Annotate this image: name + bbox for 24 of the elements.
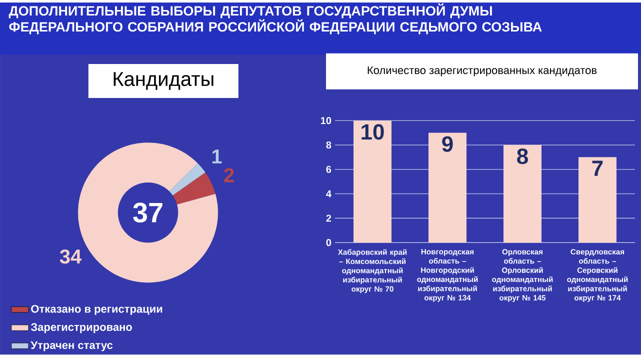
legend-label: Зарегистрировано bbox=[30, 323, 132, 334]
y-tick-label: 4 bbox=[326, 190, 332, 198]
data-label: 34 bbox=[60, 250, 82, 264]
legend-label: Отказано в регистрации bbox=[31, 305, 162, 316]
data-label: 1 bbox=[212, 150, 222, 164]
bar bbox=[578, 157, 616, 243]
data-label: 8 bbox=[517, 148, 528, 164]
text: ДОПОЛНИТЕЛЬНЫЕ ВЫБОРЫ ДЕПУТАТОВ ГОСУДАРСТВЕННОЙ ДУМЫ ФЕДЕРАЛЬНОГО СОБРАНИЯ РОССИЙСКОЙ ФЕДЕРАЦИИ СЕДЬМОГО СОЗЫВА bbox=[8, 4, 542, 34]
data-label: 10 bbox=[362, 124, 384, 140]
y-tick-label: 8 bbox=[326, 142, 332, 149]
y-tick-label: 2 bbox=[326, 214, 332, 222]
bar bbox=[428, 132, 466, 243]
chart-subtitle: Кандидаты bbox=[114, 72, 214, 90]
y-tick-label: 6 bbox=[326, 166, 332, 174]
data-label: 2 bbox=[224, 168, 234, 182]
chart-title: Количество зарегистрированных кандидатов bbox=[368, 66, 597, 77]
bar bbox=[503, 145, 542, 243]
data-label: 7 bbox=[592, 160, 603, 176]
y-tick-label: 10 bbox=[320, 117, 332, 124]
y-tick-label: 0 bbox=[326, 239, 332, 246]
bar bbox=[354, 120, 392, 243]
legend-label: Утрачен статус bbox=[30, 342, 113, 352]
data-label: 9 bbox=[442, 136, 453, 152]
text: 37 bbox=[133, 202, 162, 223]
